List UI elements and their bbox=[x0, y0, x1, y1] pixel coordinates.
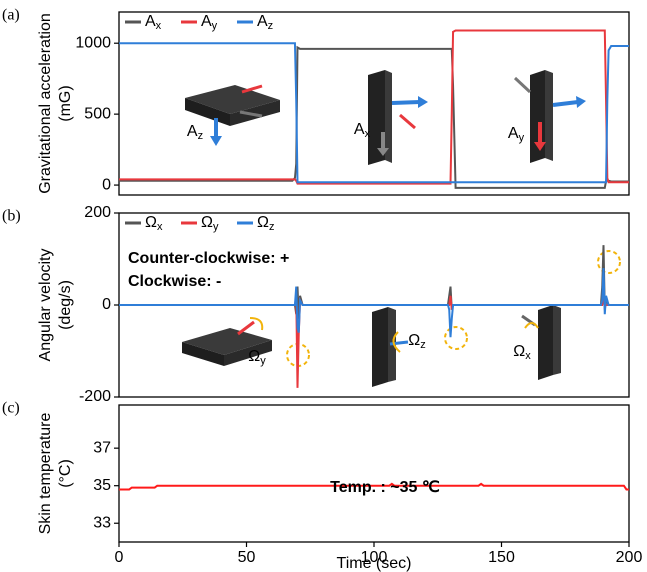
y-axis-label: Gravitational acceleration (mG) bbox=[37, 13, 74, 194]
y-axis-label: Angular velocity (deg/s) bbox=[37, 249, 74, 362]
data-line bbox=[119, 42, 629, 184]
y-tick-label: 35 bbox=[93, 477, 111, 494]
y-axis-label: Skin temperature (°C) bbox=[37, 412, 74, 534]
x-tick-label: 100 bbox=[361, 549, 388, 566]
plot-frame bbox=[118, 11, 630, 196]
data-line bbox=[119, 482, 629, 491]
legend-label: Ωz bbox=[257, 214, 274, 233]
legend-label: Ax bbox=[145, 13, 162, 32]
data-line bbox=[119, 29, 629, 185]
y-tick-label: 37 bbox=[93, 439, 111, 456]
panel-label: (c) bbox=[2, 400, 20, 417]
x-tick-label: 200 bbox=[616, 549, 643, 566]
legend-label: Ay bbox=[201, 13, 218, 32]
y-tick-label: 500 bbox=[84, 105, 111, 122]
annotation: Counter-clockwise: + bbox=[128, 250, 289, 267]
annotation: Ωx bbox=[513, 343, 531, 362]
x-tick-label: 150 bbox=[488, 549, 515, 566]
y-tick-label: 200 bbox=[84, 204, 111, 221]
y-tick-label: 0 bbox=[102, 296, 111, 313]
x-tick-label: 0 bbox=[115, 549, 124, 566]
annotation: Ay bbox=[508, 125, 525, 144]
x-axis-label: Time (sec) bbox=[337, 555, 412, 572]
annotation: Ax bbox=[354, 121, 371, 140]
panel-label: (b) bbox=[2, 208, 21, 225]
y-tick-label: 33 bbox=[93, 514, 111, 531]
annotation: Ωy bbox=[248, 348, 266, 367]
legend-label: Az bbox=[257, 13, 273, 32]
annotation: Clockwise: - bbox=[128, 273, 221, 290]
annotation: Az bbox=[187, 123, 203, 142]
annotation: Temp. : ~35 ℃ bbox=[330, 479, 440, 496]
illustrations bbox=[182, 70, 621, 387]
annotation: Ωz bbox=[408, 332, 425, 351]
legend-label: Ωx bbox=[145, 214, 163, 233]
x-tick-label: 50 bbox=[238, 549, 256, 566]
legend-label: Ωy bbox=[201, 214, 219, 233]
panel-label: (a) bbox=[2, 7, 20, 24]
data-line bbox=[119, 268, 629, 338]
y-tick-label: 0 bbox=[102, 176, 111, 193]
plot-frame bbox=[118, 404, 630, 543]
y-tick-label: -200 bbox=[79, 388, 111, 405]
y-tick-label: 1000 bbox=[75, 34, 111, 51]
